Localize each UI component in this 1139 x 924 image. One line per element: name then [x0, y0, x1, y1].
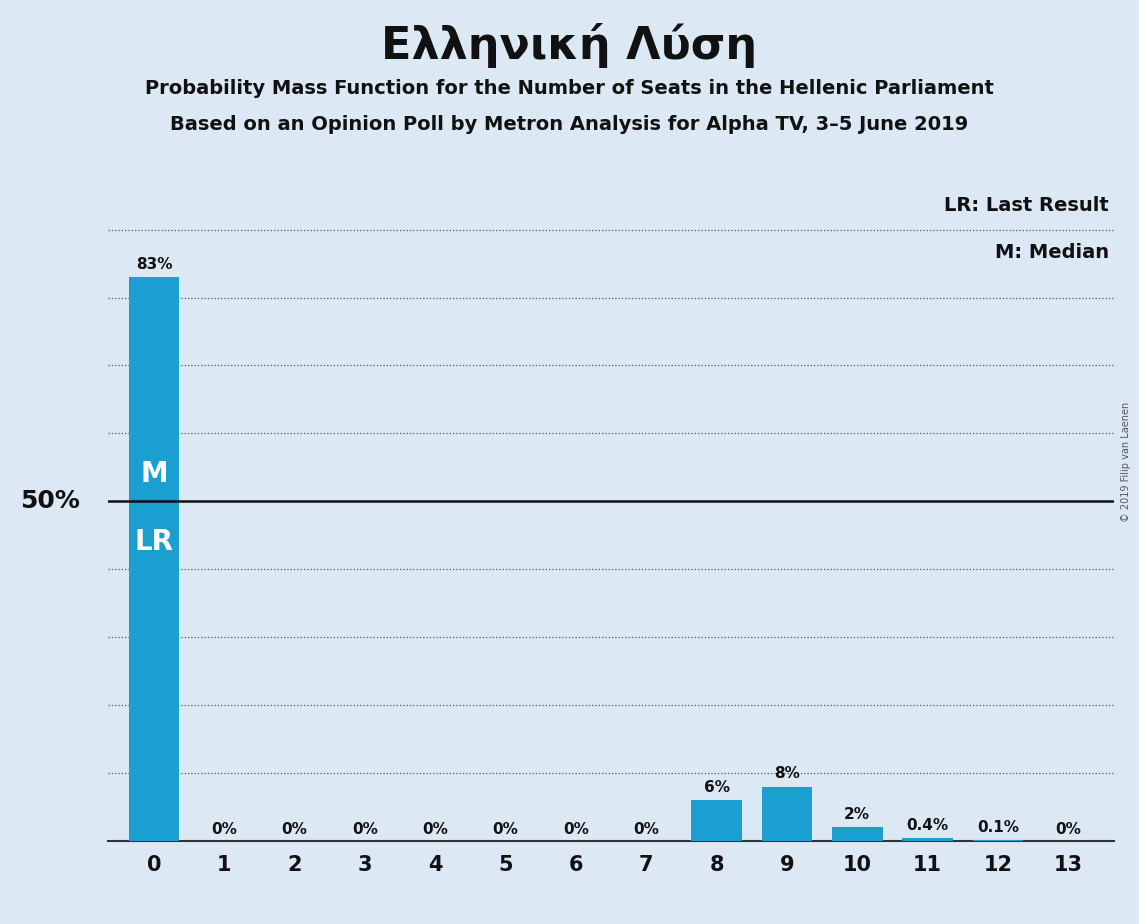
Text: Ελληνική Λύση: Ελληνική Λύση: [382, 23, 757, 68]
Text: 0%: 0%: [1056, 822, 1081, 837]
Text: M: M: [140, 460, 167, 488]
Text: 0%: 0%: [423, 822, 448, 837]
Text: 0.4%: 0.4%: [907, 818, 949, 833]
Text: Based on an Opinion Poll by Metron Analysis for Alpha TV, 3–5 June 2019: Based on an Opinion Poll by Metron Analy…: [171, 116, 968, 135]
Text: 2%: 2%: [844, 807, 870, 821]
Text: 0%: 0%: [633, 822, 659, 837]
Text: 50%: 50%: [21, 490, 80, 513]
Text: 83%: 83%: [136, 257, 172, 272]
Text: Probability Mass Function for the Number of Seats in the Hellenic Parliament: Probability Mass Function for the Number…: [145, 79, 994, 98]
Text: 0%: 0%: [281, 822, 308, 837]
Bar: [129, 277, 179, 841]
Text: 0%: 0%: [212, 822, 237, 837]
Text: 8%: 8%: [775, 766, 800, 781]
Bar: [831, 827, 883, 841]
Text: 0%: 0%: [563, 822, 589, 837]
Text: M: Median: M: Median: [994, 243, 1109, 262]
Text: 0%: 0%: [493, 822, 518, 837]
Text: © 2019 Filip van Laenen: © 2019 Filip van Laenen: [1121, 402, 1131, 522]
Bar: [762, 786, 812, 841]
Text: LR: Last Result: LR: Last Result: [944, 196, 1109, 214]
Bar: [902, 838, 953, 841]
Bar: [691, 800, 741, 841]
Text: 6%: 6%: [704, 780, 730, 795]
Text: 0.1%: 0.1%: [977, 820, 1019, 834]
Text: LR: LR: [134, 528, 173, 556]
Text: 0%: 0%: [352, 822, 378, 837]
